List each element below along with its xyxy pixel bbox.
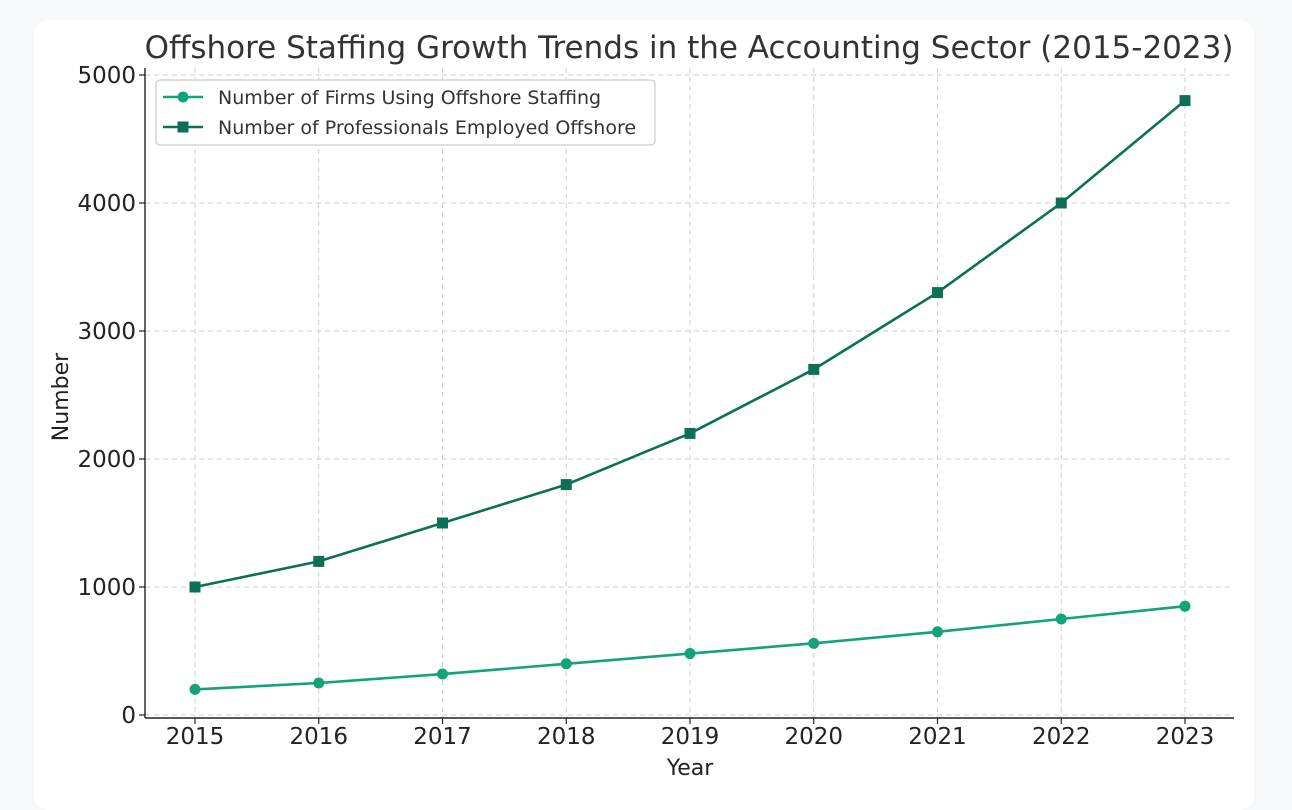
data-point-square [313, 555, 325, 567]
data-point-square [560, 479, 572, 491]
legend-label: Number of Professionals Employed Offshor… [218, 117, 636, 139]
axes: 2015 2016 2017 2018 2019 2020 2021 2022 2023 0 100… [77, 63, 1234, 750]
x-axis-label: Year [666, 756, 715, 781]
x-tick-label: 2019 [661, 724, 720, 750]
x-tick-label: 2017 [413, 724, 472, 750]
legend-box [155, 79, 656, 146]
chart-card [34, 20, 1254, 810]
legend-label: Number of Firms Using Offshore Staffing [218, 87, 601, 109]
y-axis-label: Number [49, 352, 74, 441]
data-point-circle [932, 626, 943, 638]
data-point-square [684, 427, 696, 439]
x-tick-label: 2015 [166, 724, 225, 750]
data-point-circle [437, 668, 448, 680]
x-tick-label: 2016 [289, 724, 348, 750]
grid [145, 68, 1234, 718]
data-point-circle [1055, 613, 1067, 625]
y-tick-label: 5000 [77, 63, 136, 89]
legend: Number of Firms Using Offshore Staffing N… [155, 79, 656, 146]
x-tick-label: 2023 [1156, 724, 1215, 750]
y-tick-label: 3000 [77, 319, 136, 345]
y-tick-label: 0 [121, 703, 136, 729]
series [189, 95, 1191, 695]
x-tick-label: 2018 [537, 724, 596, 750]
data-point-square [932, 287, 943, 299]
x-tick-label: 2020 [784, 724, 843, 750]
data-point-circle [560, 658, 572, 670]
data-point-circle [684, 648, 696, 660]
data-point-square [808, 363, 820, 375]
legend-circle-marker [177, 91, 189, 103]
y-tick-label: 1000 [77, 575, 136, 601]
y-tick-label: 2000 [77, 447, 136, 473]
data-point-square [437, 517, 448, 529]
data-point-square [189, 581, 201, 593]
y-tick-label: 4000 [77, 191, 136, 217]
chart-title: Offshore Staffing Growth Trends in the A… [145, 30, 1234, 66]
data-point-circle [189, 683, 201, 695]
line-chart: Offshore Staffing Growth Trends in the A… [49, 30, 1234, 781]
legend-square-marker [177, 121, 189, 133]
data-point-square [1055, 197, 1067, 209]
data-point-square [1179, 95, 1191, 107]
x-tick-label: 2021 [908, 724, 967, 750]
x-tick-label: 2022 [1032, 724, 1091, 750]
series-line-2 [194, 99, 1186, 589]
data-point-circle [808, 637, 820, 649]
data-point-circle [1179, 600, 1191, 612]
data-point-circle [313, 677, 325, 689]
